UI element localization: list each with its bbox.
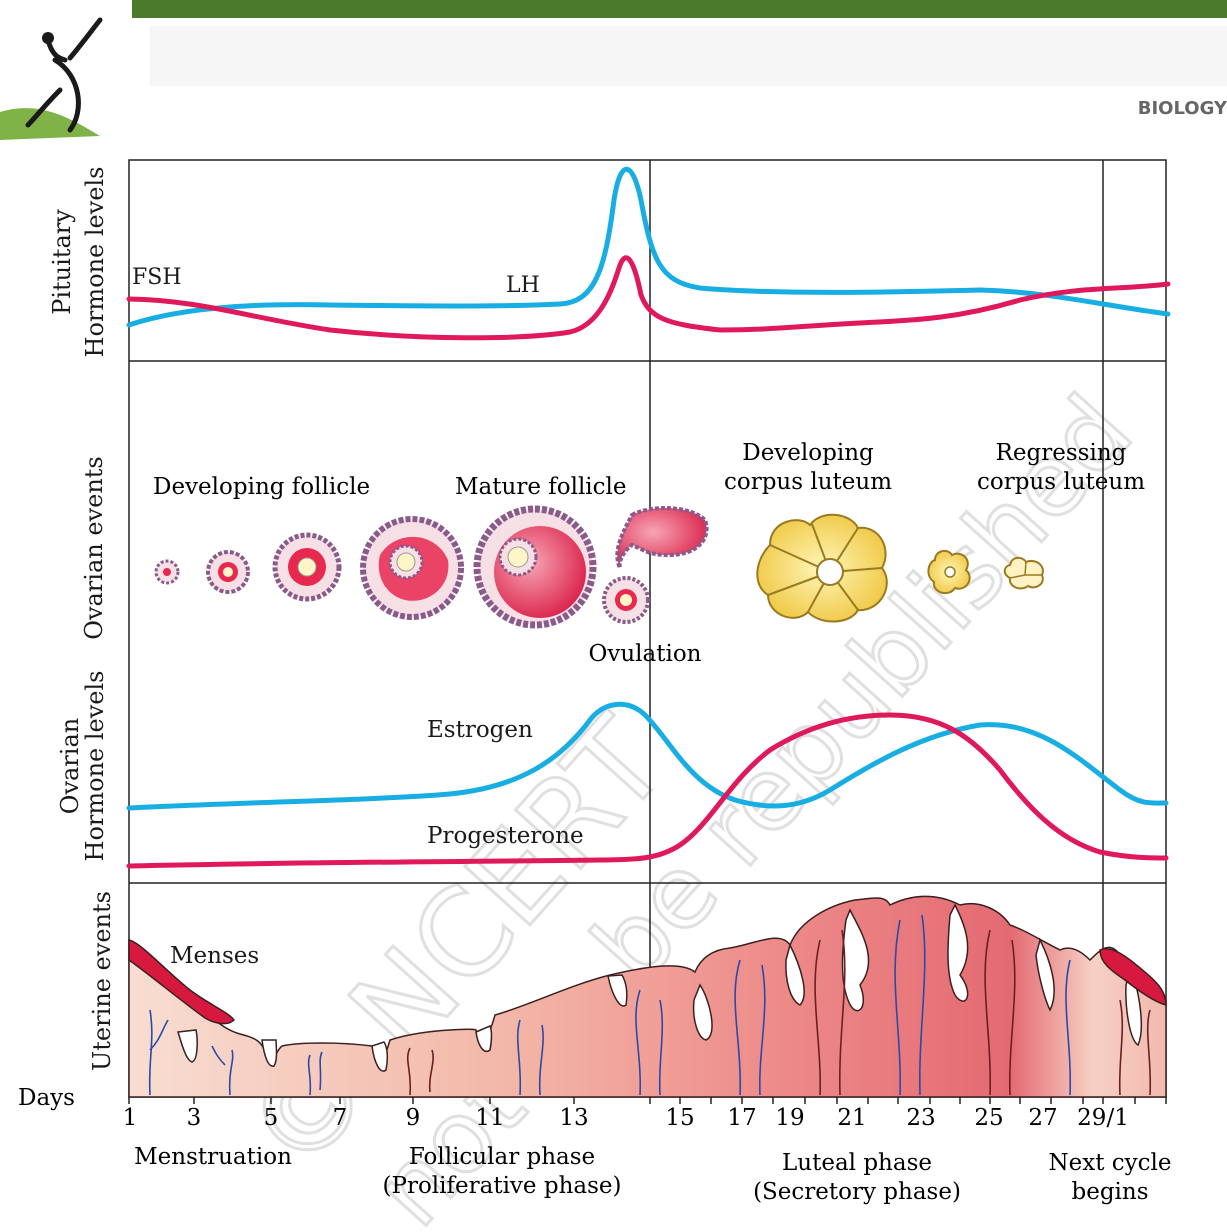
follicle-stage-2-icon <box>206 550 250 594</box>
header-band <box>132 0 1227 18</box>
tick-labels: 1 3 5 7 9 11 13 15 17 19 21 23 25 27 29/1 <box>123 1105 1129 1131</box>
phase-menstruation: Menstruation <box>134 1144 292 1170</box>
corpus-luteum-large-icon <box>756 513 888 623</box>
days-axis: Days 1 3 5 7 9 11 13 15 17 19 21 23 25 27 29/1 <box>18 1085 1167 1131</box>
days-axis-title: Days <box>18 1085 75 1111</box>
tick-label: 21 <box>837 1105 866 1131</box>
ovarian-events-label: Ovarian events <box>80 456 108 639</box>
panel-labels: Pituitary Hormone levels Ovarian events … <box>48 167 116 1071</box>
menses-label: Menses <box>170 943 259 969</box>
dancer-head-icon <box>42 32 54 44</box>
tick-label: 27 <box>1028 1105 1057 1131</box>
phase-next-1: Next cycle <box>1049 1150 1172 1176</box>
ovarian-events: Developing follicle Mature follicle Deve… <box>153 440 1145 667</box>
tick-label: 23 <box>906 1105 935 1131</box>
regressing-cl-label-2: corpus luteum <box>977 469 1145 495</box>
follicle-stage-4-icon <box>360 516 464 620</box>
tick-label: 5 <box>264 1105 279 1131</box>
uterine-events-label: Uterine events <box>88 891 116 1071</box>
phase-luteal-1: Luteal phase <box>782 1150 932 1176</box>
pituitary-label-2: Hormone levels <box>81 167 109 358</box>
lh-curve <box>126 166 1171 328</box>
tick-label: 3 <box>187 1105 202 1131</box>
mature-follicle-icon <box>473 505 597 629</box>
chart-frame <box>128 159 1167 1098</box>
pituitary-curves: FSH LH <box>126 166 1171 341</box>
tick-label: 15 <box>665 1105 694 1131</box>
corpus-albicans-icon <box>1003 556 1044 590</box>
page-header: BIOLOGY <box>0 0 1227 140</box>
tick-label: 13 <box>559 1105 588 1131</box>
tick-label: 11 <box>475 1105 504 1131</box>
header-shade <box>150 26 1227 86</box>
phase-labels: Menstruation Follicular phase (Prolifera… <box>134 1144 1171 1205</box>
follicle-stage-1-icon <box>154 559 180 585</box>
menses-tissue-left <box>128 939 235 1025</box>
ruptured-follicle-icon <box>615 506 709 569</box>
phase-luteal-2: (Secretory phase) <box>753 1179 961 1205</box>
regressing-cl-label-1: Regressing <box>996 440 1127 466</box>
lh-label: LH <box>506 273 540 298</box>
tick-label: 17 <box>727 1105 756 1131</box>
running-head: BIOLOGY <box>1138 98 1227 119</box>
corpus-luteum-medium-icon <box>927 549 971 595</box>
fsh-label: FSH <box>132 265 182 290</box>
tick-label: 29/1 <box>1077 1105 1129 1131</box>
watermark: © NCERT not to be republished <box>217 372 1156 1232</box>
estrogen-curve <box>126 701 1169 811</box>
uterine-events: Menses <box>128 895 1167 1098</box>
tick-label: 7 <box>333 1105 348 1131</box>
estrogen-label: Estrogen <box>427 717 533 743</box>
progesterone-label: Progesterone <box>427 823 584 849</box>
endometrial-glands <box>177 903 1143 1072</box>
tick-label: 1 <box>123 1105 138 1131</box>
menses-tissue-right <box>1099 948 1167 1006</box>
tick-marks <box>128 1097 1167 1104</box>
tick-label: 9 <box>406 1105 421 1131</box>
developing-cl-label-2: corpus luteum <box>724 469 892 495</box>
follicle-stage-3-icon <box>272 532 342 602</box>
phase-follicular-1: Follicular phase <box>409 1144 595 1170</box>
developing-follicle-label: Developing follicle <box>153 474 370 500</box>
mature-follicle-label: Mature follicle <box>455 474 627 500</box>
phase-next-2: begins <box>1071 1179 1148 1205</box>
fsh-curve <box>126 255 1171 341</box>
ovarian-hormone-label-2: Hormone levels <box>81 671 109 862</box>
developing-cl-label-1: Developing <box>742 440 874 466</box>
ovarian-hormone-curves: Estrogen Progesterone <box>126 701 1169 869</box>
phase-follicular-2: (Proliferative phase) <box>383 1173 622 1199</box>
pituitary-label-1: Pituitary <box>48 209 76 315</box>
ovulated-oocyte-icon <box>602 576 650 624</box>
tick-label: 25 <box>974 1105 1003 1131</box>
blood-vessels <box>148 914 1152 1096</box>
tick-label: 19 <box>775 1105 804 1131</box>
ovarian-hormone-label-1: Ovarian <box>56 718 84 814</box>
progesterone-curve <box>126 712 1169 869</box>
ovulation-label: Ovulation <box>589 641 702 667</box>
leaf-logo-icon <box>0 108 100 140</box>
dancer-logo-icon <box>25 17 103 133</box>
